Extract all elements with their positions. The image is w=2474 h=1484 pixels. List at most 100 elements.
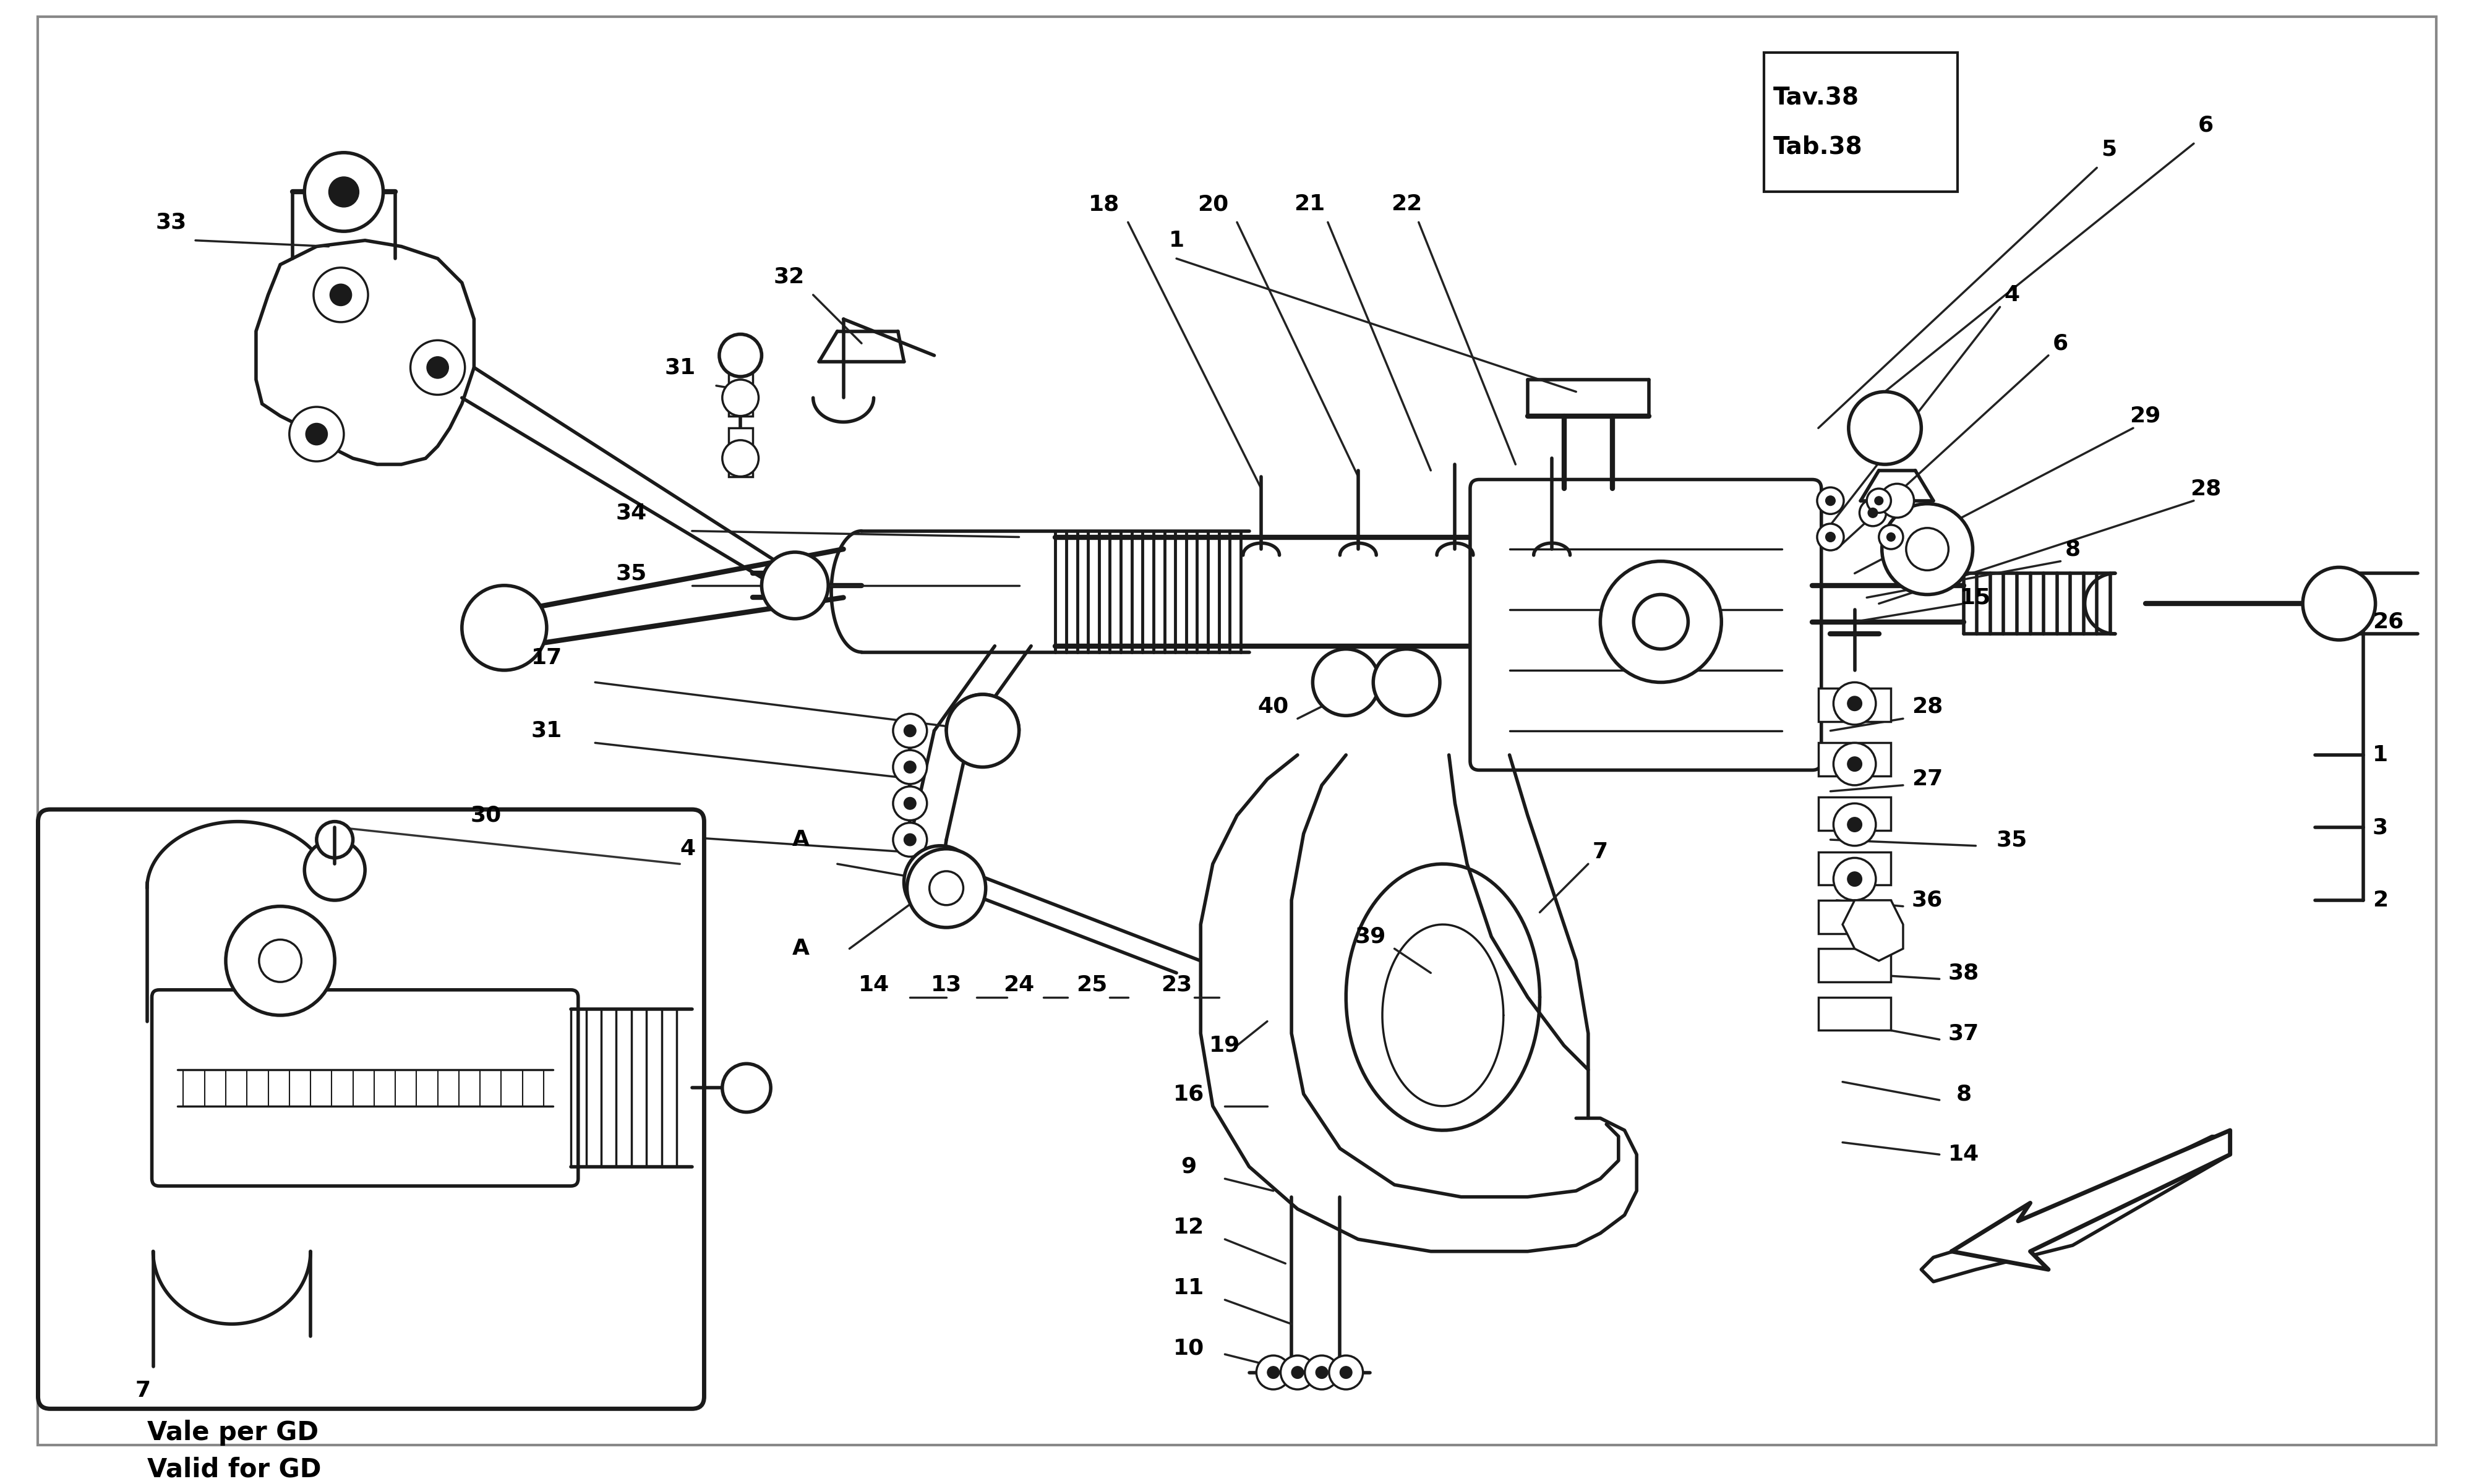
Text: 4: 4 [680, 838, 695, 859]
Text: Tav.38: Tav.38 [1774, 86, 1858, 110]
Text: 36: 36 [1912, 890, 1942, 911]
Text: 21: 21 [1294, 193, 1326, 215]
Circle shape [304, 153, 383, 232]
Text: 9: 9 [1180, 1156, 1197, 1177]
Text: 7: 7 [1593, 841, 1608, 862]
Circle shape [1848, 818, 1863, 833]
Circle shape [1848, 392, 1922, 464]
Circle shape [893, 749, 928, 784]
Polygon shape [1843, 901, 1903, 960]
Text: 7: 7 [136, 1380, 151, 1401]
Circle shape [329, 283, 351, 306]
Text: 11: 11 [1173, 1278, 1205, 1298]
Text: 14: 14 [858, 975, 888, 996]
Text: 20: 20 [1197, 193, 1227, 215]
Circle shape [1304, 1355, 1338, 1389]
Circle shape [1267, 1367, 1279, 1379]
Circle shape [722, 380, 760, 416]
Bar [727, 427, 752, 447]
Bar [727, 398, 752, 416]
Circle shape [893, 822, 928, 856]
Text: A: A [792, 830, 809, 850]
Text: 31: 31 [666, 358, 695, 378]
Circle shape [1601, 561, 1722, 683]
Text: 19: 19 [1210, 1034, 1239, 1057]
Text: 26: 26 [2373, 611, 2402, 632]
Circle shape [1314, 649, 1380, 715]
Text: 23: 23 [1160, 975, 1192, 996]
Polygon shape [255, 240, 475, 464]
Bar [1818, 948, 1890, 982]
FancyBboxPatch shape [37, 809, 705, 1408]
Text: 8: 8 [1957, 1083, 1972, 1104]
Circle shape [722, 1064, 772, 1112]
Text: 1: 1 [1168, 230, 1185, 251]
Polygon shape [1952, 1131, 2229, 1269]
Text: 6: 6 [2197, 114, 2214, 137]
Text: 34: 34 [616, 502, 648, 524]
Text: 2: 2 [2373, 890, 2387, 911]
Text: 22: 22 [1390, 193, 1423, 215]
Circle shape [428, 356, 448, 378]
Circle shape [1875, 497, 1883, 505]
Circle shape [304, 840, 366, 901]
Text: Valid for GD: Valid for GD [146, 1456, 322, 1483]
Circle shape [1826, 533, 1836, 542]
Text: 25: 25 [1076, 975, 1108, 996]
Circle shape [1868, 508, 1878, 518]
Text: 14: 14 [1947, 1144, 1979, 1165]
Text: 40: 40 [1257, 696, 1289, 717]
Circle shape [762, 552, 829, 619]
Bar [1818, 852, 1890, 884]
Circle shape [1833, 683, 1875, 724]
Text: 5: 5 [2100, 139, 2118, 160]
Circle shape [903, 797, 915, 809]
Circle shape [1848, 757, 1863, 772]
Circle shape [314, 267, 369, 322]
Circle shape [1860, 500, 1885, 527]
Text: 24: 24 [1004, 975, 1034, 996]
Circle shape [1848, 696, 1863, 711]
Text: 29: 29 [2130, 405, 2160, 426]
Circle shape [903, 724, 915, 736]
Circle shape [1816, 524, 1843, 551]
Text: 1: 1 [2373, 745, 2387, 766]
Text: 33: 33 [156, 212, 188, 233]
Circle shape [1883, 503, 1972, 595]
Circle shape [411, 340, 465, 395]
Circle shape [1868, 488, 1890, 513]
Circle shape [893, 714, 928, 748]
Circle shape [1878, 525, 1903, 549]
Text: 6: 6 [2053, 332, 2068, 353]
Text: 8: 8 [2066, 539, 2081, 559]
Bar [727, 459, 752, 476]
Circle shape [893, 787, 928, 821]
Bar [1818, 689, 1890, 721]
Text: 30: 30 [470, 804, 502, 827]
FancyBboxPatch shape [1470, 479, 1821, 770]
Text: 12: 12 [1173, 1217, 1205, 1238]
Circle shape [930, 871, 962, 905]
Text: 16: 16 [1173, 1083, 1205, 1104]
Circle shape [903, 761, 915, 773]
Circle shape [1833, 803, 1875, 846]
Text: 15: 15 [1959, 588, 1992, 608]
Circle shape [225, 907, 334, 1015]
Text: 13: 13 [930, 975, 962, 996]
Circle shape [1341, 1367, 1353, 1379]
Circle shape [1633, 595, 1687, 649]
Text: 3: 3 [2373, 818, 2387, 838]
Circle shape [1905, 528, 1950, 570]
Circle shape [289, 407, 344, 462]
Circle shape [1880, 484, 1915, 518]
Text: 17: 17 [532, 647, 562, 669]
Bar [1764, 53, 1957, 191]
Text: 35: 35 [1997, 830, 2029, 850]
Circle shape [722, 441, 760, 476]
Text: 32: 32 [774, 266, 804, 288]
Circle shape [908, 849, 985, 927]
Circle shape [1291, 1367, 1304, 1379]
Circle shape [1833, 743, 1875, 785]
Circle shape [1816, 487, 1843, 513]
Circle shape [1329, 1355, 1363, 1389]
